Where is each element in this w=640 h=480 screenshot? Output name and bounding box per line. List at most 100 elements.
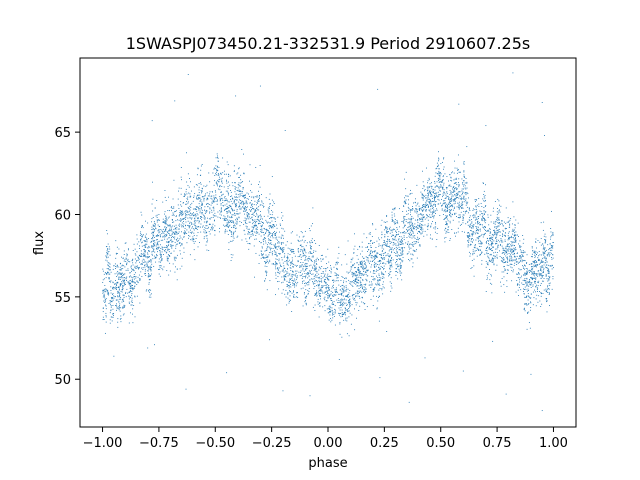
data-point	[121, 281, 123, 283]
data-point	[470, 219, 472, 220]
data-point	[130, 265, 132, 267]
data-point	[169, 270, 171, 272]
data-point	[317, 283, 319, 285]
data-point	[134, 316, 136, 318]
data-point	[313, 269, 315, 271]
data-point	[530, 301, 531, 303]
data-point	[119, 303, 121, 305]
data-point	[419, 231, 421, 233]
data-point	[200, 231, 202, 233]
data-point	[233, 171, 235, 172]
data-point	[108, 265, 110, 267]
data-point	[419, 244, 421, 245]
data-point	[166, 238, 168, 240]
data-point	[446, 176, 448, 177]
data-point	[410, 225, 412, 226]
data-point	[419, 227, 421, 229]
data-point	[175, 216, 177, 218]
data-point	[225, 208, 227, 210]
data-point	[197, 217, 198, 219]
data-point	[283, 278, 285, 280]
data-point	[155, 257, 157, 259]
data-point	[192, 212, 194, 214]
data-point	[341, 314, 343, 316]
data-point	[252, 231, 254, 232]
data-point	[515, 259, 517, 260]
data-point	[487, 240, 489, 241]
data-point	[523, 291, 524, 292]
data-point	[389, 245, 390, 247]
data-point	[429, 237, 431, 239]
data-point	[120, 285, 121, 287]
data-point	[180, 210, 182, 212]
data-point	[389, 226, 391, 228]
data-point	[274, 246, 276, 247]
data-point	[438, 168, 440, 170]
data-point	[319, 294, 321, 296]
data-point	[261, 231, 263, 233]
data-point	[490, 237, 491, 239]
data-point	[113, 295, 115, 297]
data-point	[223, 210, 225, 212]
data-point	[519, 256, 521, 258]
data-point	[455, 178, 457, 180]
data-point	[103, 293, 105, 295]
data-point	[283, 275, 285, 276]
data-point	[422, 188, 424, 189]
data-point	[302, 255, 304, 257]
data-point	[187, 201, 189, 203]
data-point	[491, 258, 493, 260]
data-point	[159, 231, 161, 233]
data-point	[300, 244, 302, 246]
data-point	[312, 223, 314, 225]
data-point	[263, 231, 265, 233]
data-point	[540, 295, 542, 297]
data-point	[468, 251, 470, 253]
data-point	[366, 306, 368, 308]
data-point	[143, 249, 145, 250]
data-point	[453, 183, 455, 185]
data-point	[412, 245, 414, 247]
data-point	[146, 264, 148, 266]
data-point	[142, 269, 144, 270]
data-point	[197, 246, 199, 248]
data-point	[388, 255, 390, 257]
data-point	[460, 195, 462, 197]
data-point	[330, 321, 332, 323]
data-point	[132, 285, 134, 286]
data-point	[363, 274, 365, 276]
data-point	[128, 302, 130, 304]
data-point	[444, 193, 446, 195]
data-point	[473, 265, 475, 267]
data-point	[458, 221, 460, 223]
data-point	[389, 260, 391, 262]
data-point	[318, 293, 320, 295]
data-point	[447, 207, 448, 209]
data-point	[552, 257, 554, 259]
data-point	[227, 190, 229, 192]
data-point	[420, 229, 421, 230]
data-point	[249, 196, 250, 197]
data-point	[343, 282, 344, 284]
data-point	[291, 261, 293, 263]
data-point	[150, 273, 152, 275]
data-point	[304, 249, 306, 250]
data-point	[319, 280, 321, 282]
data-points	[102, 72, 554, 412]
data-point	[356, 271, 358, 273]
data-point	[511, 255, 513, 257]
data-point	[292, 249, 294, 251]
data-point	[121, 276, 123, 278]
data-point	[234, 224, 235, 226]
data-point	[332, 301, 334, 303]
data-point	[477, 249, 479, 250]
data-point	[174, 211, 175, 213]
data-point	[328, 306, 330, 308]
data-point	[501, 271, 503, 273]
data-point	[409, 231, 411, 233]
data-point	[546, 291, 547, 293]
data-point	[397, 263, 399, 265]
data-point	[220, 204, 222, 206]
data-point	[383, 287, 385, 289]
data-point	[305, 282, 307, 284]
